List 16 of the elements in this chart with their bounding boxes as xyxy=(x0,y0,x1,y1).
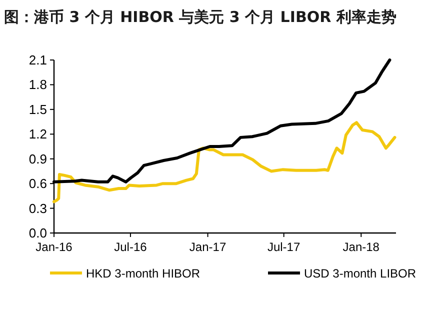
y-tick-label: 2.1 xyxy=(28,52,47,68)
x-tick-label: Jul-17 xyxy=(267,240,300,254)
y-tick-label: 1.5 xyxy=(28,102,47,117)
x-tick-label: Jan-16 xyxy=(36,240,73,254)
y-tick-label: 1.8 xyxy=(28,77,47,92)
y-tick-label: 0.0 xyxy=(28,226,47,240)
y-tick-label: 0.9 xyxy=(28,151,47,166)
y-tick-label: 0.6 xyxy=(28,176,47,192)
legend-label: USD 3-month LIBOR xyxy=(304,266,416,280)
y-tick-label: 1.2 xyxy=(28,126,47,142)
legend-label: HKD 3-month HIBOR xyxy=(86,266,200,280)
x-tick-label: Jan-17 xyxy=(189,240,226,254)
x-tick-label: Jul-16 xyxy=(114,240,148,254)
x-tick-label: Jan-18 xyxy=(342,240,380,254)
chart-title: 图：港币 3 个月 HIBOR 与美元 3 个月 LIBOR 利率走势 xyxy=(4,8,396,26)
y-tick-label: 0.3 xyxy=(28,200,47,216)
